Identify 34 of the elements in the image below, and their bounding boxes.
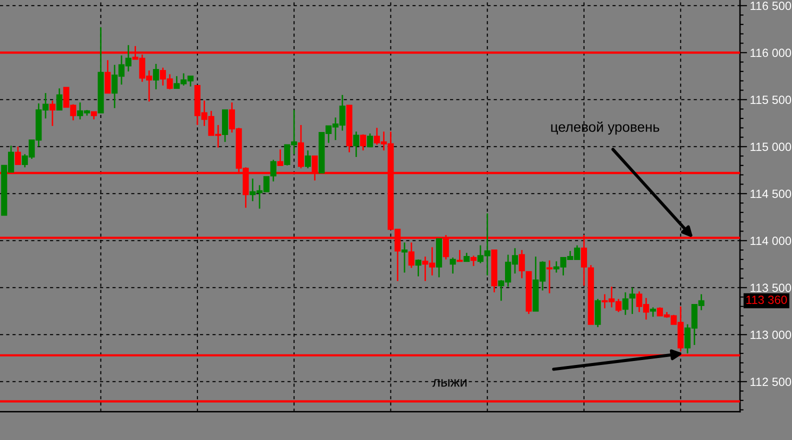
- candlestick: [49, 100, 56, 127]
- candlestick: [152, 63, 160, 90]
- candlestick: [366, 132, 374, 148]
- y-tick-label: 116 000: [750, 48, 792, 58]
- candlestick: [408, 242, 414, 269]
- candlestick: [629, 286, 636, 315]
- candlestick: [304, 150, 311, 169]
- y-tick-label: 115 500: [750, 96, 792, 104]
- candlestick: [298, 124, 304, 169]
- candlestick: [450, 256, 456, 274]
- text: 113 360: [746, 296, 787, 304]
- candlestick: [546, 260, 553, 294]
- candlestick: [277, 148, 284, 166]
- candlestick: [470, 254, 477, 267]
- y-tick-label: 114 000: [750, 236, 792, 246]
- candlestick: [650, 306, 656, 318]
- candlestick: [456, 249, 463, 262]
- candlestick: [415, 258, 422, 278]
- candlestick: [622, 292, 628, 316]
- candlestick: [401, 242, 408, 274]
- candlestick: [104, 59, 111, 94]
- y-tick-label: 115 000: [750, 142, 792, 152]
- candlestick: [594, 298, 601, 328]
- y-tick-label: 112 500: [750, 378, 792, 386]
- candlestick: [360, 134, 366, 152]
- candlestick: [14, 146, 21, 166]
- y-tick-label: 114 500: [750, 190, 792, 198]
- candlestick: [353, 130, 360, 158]
- annotation: целевой уровень: [551, 121, 660, 135]
- y-tick-label: 113 000: [750, 330, 792, 340]
- candlestick: [56, 88, 62, 111]
- y-tick-label: 113 500: [750, 284, 792, 292]
- y-tick-label: 116 500: [750, 2, 792, 10]
- annotation: лыжи: [432, 379, 467, 387]
